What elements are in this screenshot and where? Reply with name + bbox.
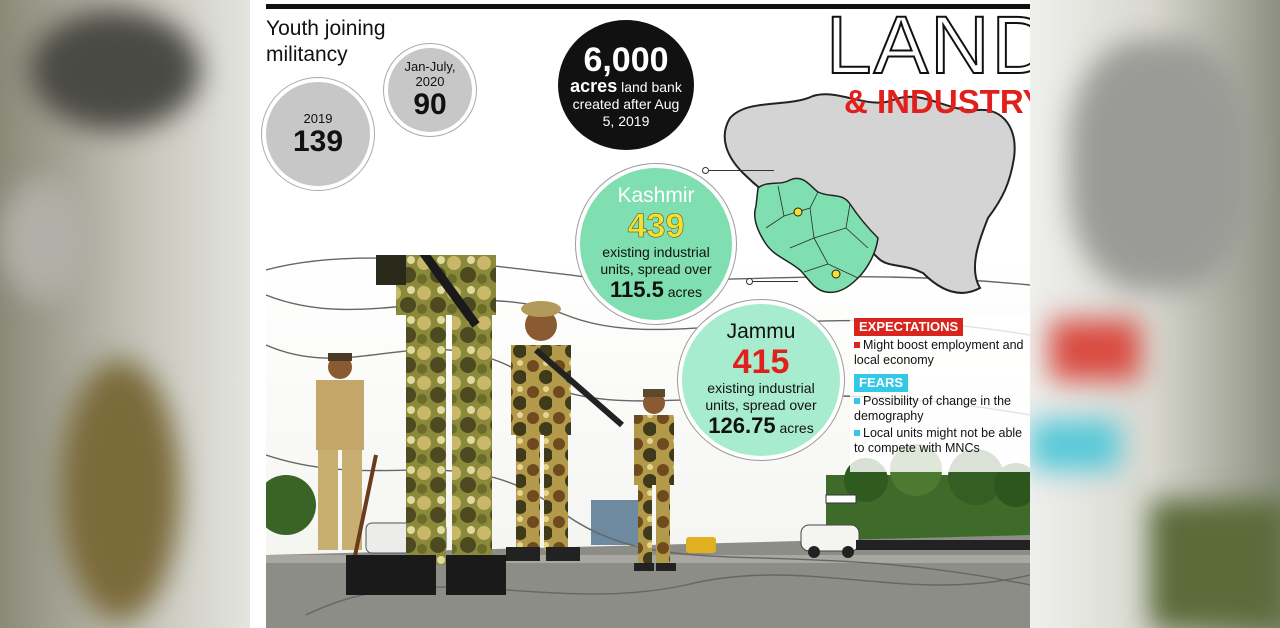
- panel-backdrop: [850, 316, 1030, 472]
- militancy-2019-label: 2019: [303, 110, 333, 126]
- land-bank-circle: 6,000 acres land bank created after Aug …: [558, 20, 694, 150]
- jammu-units-value: 415: [732, 343, 790, 381]
- jammu-circle: Jammu 415 existing industrial units, spr…: [678, 300, 844, 460]
- jammu-marker: [831, 269, 841, 279]
- background-left-blur: [0, 0, 250, 628]
- red-bullet-icon: [854, 342, 860, 348]
- region-kashmir-jammu-shape: [754, 177, 879, 294]
- blue-bullet-icon: [854, 398, 860, 404]
- land-bank-description: land bank created after Aug 5, 2019: [572, 79, 682, 129]
- blue-bullet-icon: [854, 430, 860, 436]
- land-bank-value: 6,000: [583, 41, 669, 79]
- fears-tag: FEARS: [854, 374, 909, 392]
- fear-item: Local units might not be able to compete…: [854, 426, 1030, 456]
- kashmir-circle: Kashmir 439 existing industrial units, s…: [576, 164, 736, 324]
- land-bank-unit: acres: [570, 76, 618, 96]
- fear-text: Local units might not be able to compete…: [854, 426, 1023, 455]
- jammu-pointer-line: [752, 281, 798, 282]
- militancy-2019-value: 139: [292, 124, 344, 158]
- fear-text: Possibility of change in the demography: [854, 394, 1012, 423]
- expectations-tag: EXPECTATIONS: [854, 318, 964, 336]
- kashmir-units-desc: existing industrial units, spread over: [600, 244, 712, 277]
- kashmir-name: Kashmir: [617, 184, 695, 207]
- militancy-2019-circle: 2019 139: [262, 78, 374, 190]
- kashmir-units-row: 439: [627, 207, 685, 245]
- jammu-name: Jammu: [726, 320, 796, 343]
- militancy-2020-circle: Jan-July, 2020 90: [384, 44, 476, 136]
- kashmir-acres-label: acres: [667, 284, 702, 300]
- infographic-card: LAND & INDUSTRY Youth joining militancy …: [250, 0, 1030, 628]
- headline-land: LAND: [825, 0, 1030, 91]
- top-rule: [266, 4, 1030, 9]
- jammu-acres-value: 126.75: [708, 413, 776, 438]
- kashmir-units-value: 439: [627, 207, 685, 245]
- militancy-title: Youth joining militancy: [266, 17, 386, 66]
- background-right-blur: [1030, 0, 1280, 628]
- srinagar-marker: [793, 207, 803, 217]
- jammu-acres-label: acres: [779, 420, 814, 436]
- kashmir-pointer-line: [708, 170, 774, 171]
- expectations-fears-panel: EXPECTATIONS Might boost employment and …: [850, 316, 1030, 472]
- expectation-item: Might boost employment and local economy: [854, 338, 1030, 368]
- kashmir-acres-value: 115.5: [610, 277, 664, 302]
- land-bank-text: acres land bank created after Aug 5, 201…: [567, 76, 685, 130]
- jammu-acres-row: 126.75 acres: [708, 414, 813, 440]
- militancy-2020-label: Jan-July, 2020: [404, 59, 456, 89]
- kashmir-acres-row: 115.5 acres: [610, 278, 702, 304]
- jk-map: [718, 88, 1028, 313]
- headline-industry: & INDUSTRY: [844, 83, 1030, 120]
- expectation-text: Might boost employment and local economy: [854, 338, 1024, 367]
- militancy-2020-value: 90: [413, 88, 447, 121]
- fear-item: Possibility of change in the demography: [854, 394, 1030, 424]
- jammu-units-desc: existing industrial units, spread over: [705, 380, 817, 413]
